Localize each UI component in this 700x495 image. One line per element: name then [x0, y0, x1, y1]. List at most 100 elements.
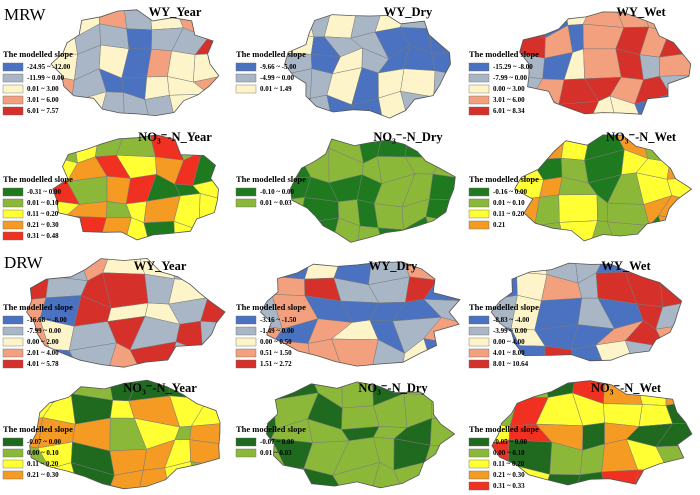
legend-label: 0.01 ~ 3.00	[27, 85, 59, 93]
legend-swatch	[2, 448, 24, 458]
legend-label: 0.01 ~ 0.03	[260, 449, 292, 457]
region	[666, 155, 692, 180]
region	[108, 342, 140, 368]
legend-swatch	[468, 73, 490, 83]
legend-swatch	[468, 326, 490, 336]
legend-label: 0.21 ~ 0.30	[493, 471, 525, 479]
panel-title: WY_Dry	[384, 5, 433, 19]
panel-title: NO₃⁻-N_Dry	[358, 381, 428, 395]
region	[428, 14, 451, 31]
region	[193, 52, 219, 83]
region	[199, 345, 225, 368]
region	[513, 380, 549, 398]
outline	[289, 138, 456, 243]
legend-swatch	[2, 73, 24, 83]
panel-title: NO₃⁻-N_Year	[138, 130, 212, 144]
legend-swatch	[468, 62, 490, 72]
region	[635, 469, 669, 485]
region	[655, 300, 682, 330]
panel-title: NO₃⁻-N_Year	[123, 381, 197, 395]
map	[51, 9, 219, 116]
region	[432, 262, 460, 281]
legend-swatch	[468, 348, 490, 358]
region	[571, 344, 606, 361]
legend-swatch	[468, 437, 490, 447]
legend-swatch	[235, 437, 257, 447]
legend-swatch	[2, 337, 24, 347]
legend-label: 0.01 ~ 0.03	[260, 199, 292, 207]
legend-swatch	[2, 326, 24, 336]
legend-swatch	[468, 95, 490, 105]
region	[428, 28, 451, 54]
region	[126, 28, 153, 50]
region	[429, 173, 456, 201]
labels: MRW WY_Year The modelled slope -24.95 ~ -12…	[2, 5, 677, 491]
region	[491, 263, 517, 279]
region	[514, 134, 540, 161]
map	[266, 381, 455, 488]
legend-swatch	[235, 187, 257, 197]
panel-title: WY_Year	[134, 259, 187, 273]
region	[198, 222, 219, 240]
region	[658, 215, 692, 241]
region	[424, 461, 455, 488]
legend-label: 0.00 ~ 4.00	[493, 338, 525, 346]
legend-label: -15.29 ~ -8.00	[493, 63, 533, 71]
region	[52, 134, 78, 164]
region	[108, 469, 144, 489]
region	[29, 380, 54, 404]
region	[102, 272, 149, 309]
legend-title: The modelled slope	[236, 424, 306, 434]
region	[544, 345, 576, 361]
legend-title: The modelled slope	[469, 49, 539, 59]
region	[601, 469, 639, 485]
legend-label: 0.11 ~ 0.20	[493, 210, 525, 218]
legend-swatch	[235, 326, 257, 336]
region	[423, 338, 460, 367]
outline	[52, 134, 219, 241]
legend-label: 3.01 ~ 6.00	[493, 96, 525, 104]
legend-label: 1.51 ~ 2.72	[260, 360, 292, 368]
legend-swatch	[235, 348, 257, 358]
outline	[266, 381, 456, 489]
legend-swatch	[235, 337, 257, 347]
outline	[491, 380, 693, 486]
legend-title: The modelled slope	[236, 302, 306, 312]
legend-label: 0.01 ~ 0.10	[27, 199, 59, 207]
panel-title: WY_Dry	[369, 259, 418, 273]
legend-swatch	[468, 198, 490, 208]
region	[371, 339, 405, 367]
legend-swatch	[468, 209, 490, 219]
legend-label: -0.05 ~ 0.00	[493, 438, 527, 446]
region	[175, 320, 203, 352]
legend-swatch	[2, 459, 24, 469]
region	[491, 380, 519, 401]
outline	[50, 9, 220, 117]
legend-title: The modelled slope	[3, 302, 73, 312]
region	[169, 93, 210, 116]
map	[52, 134, 219, 240]
legend-title: The modelled slope	[236, 49, 306, 59]
legend-label: -4.99 ~ 0.00	[260, 74, 294, 82]
region	[639, 54, 660, 81]
legend-swatch	[468, 187, 490, 197]
region	[430, 417, 455, 446]
legend-label: 0.01 ~ 0.10	[493, 199, 525, 207]
outline	[259, 261, 461, 367]
outline	[514, 134, 693, 242]
region	[433, 96, 451, 119]
legend-label: 6.01 ~ 8.34	[493, 107, 525, 115]
region	[260, 262, 282, 279]
legend-swatch	[2, 198, 24, 208]
legend-label: -7.99 ~ 0.00	[27, 327, 61, 335]
region	[624, 340, 666, 361]
legend-swatch	[2, 470, 24, 480]
legend-swatch	[468, 220, 490, 230]
legend-label: 0.31 ~ 0.33	[493, 482, 525, 490]
region	[299, 217, 340, 243]
panel-title: NO₃⁻-N_Wet	[591, 381, 662, 395]
region	[207, 278, 225, 302]
legend-label: -11.99 ~ 0.00	[27, 74, 65, 82]
legend-label: 0.21	[493, 221, 506, 229]
region	[270, 276, 306, 296]
